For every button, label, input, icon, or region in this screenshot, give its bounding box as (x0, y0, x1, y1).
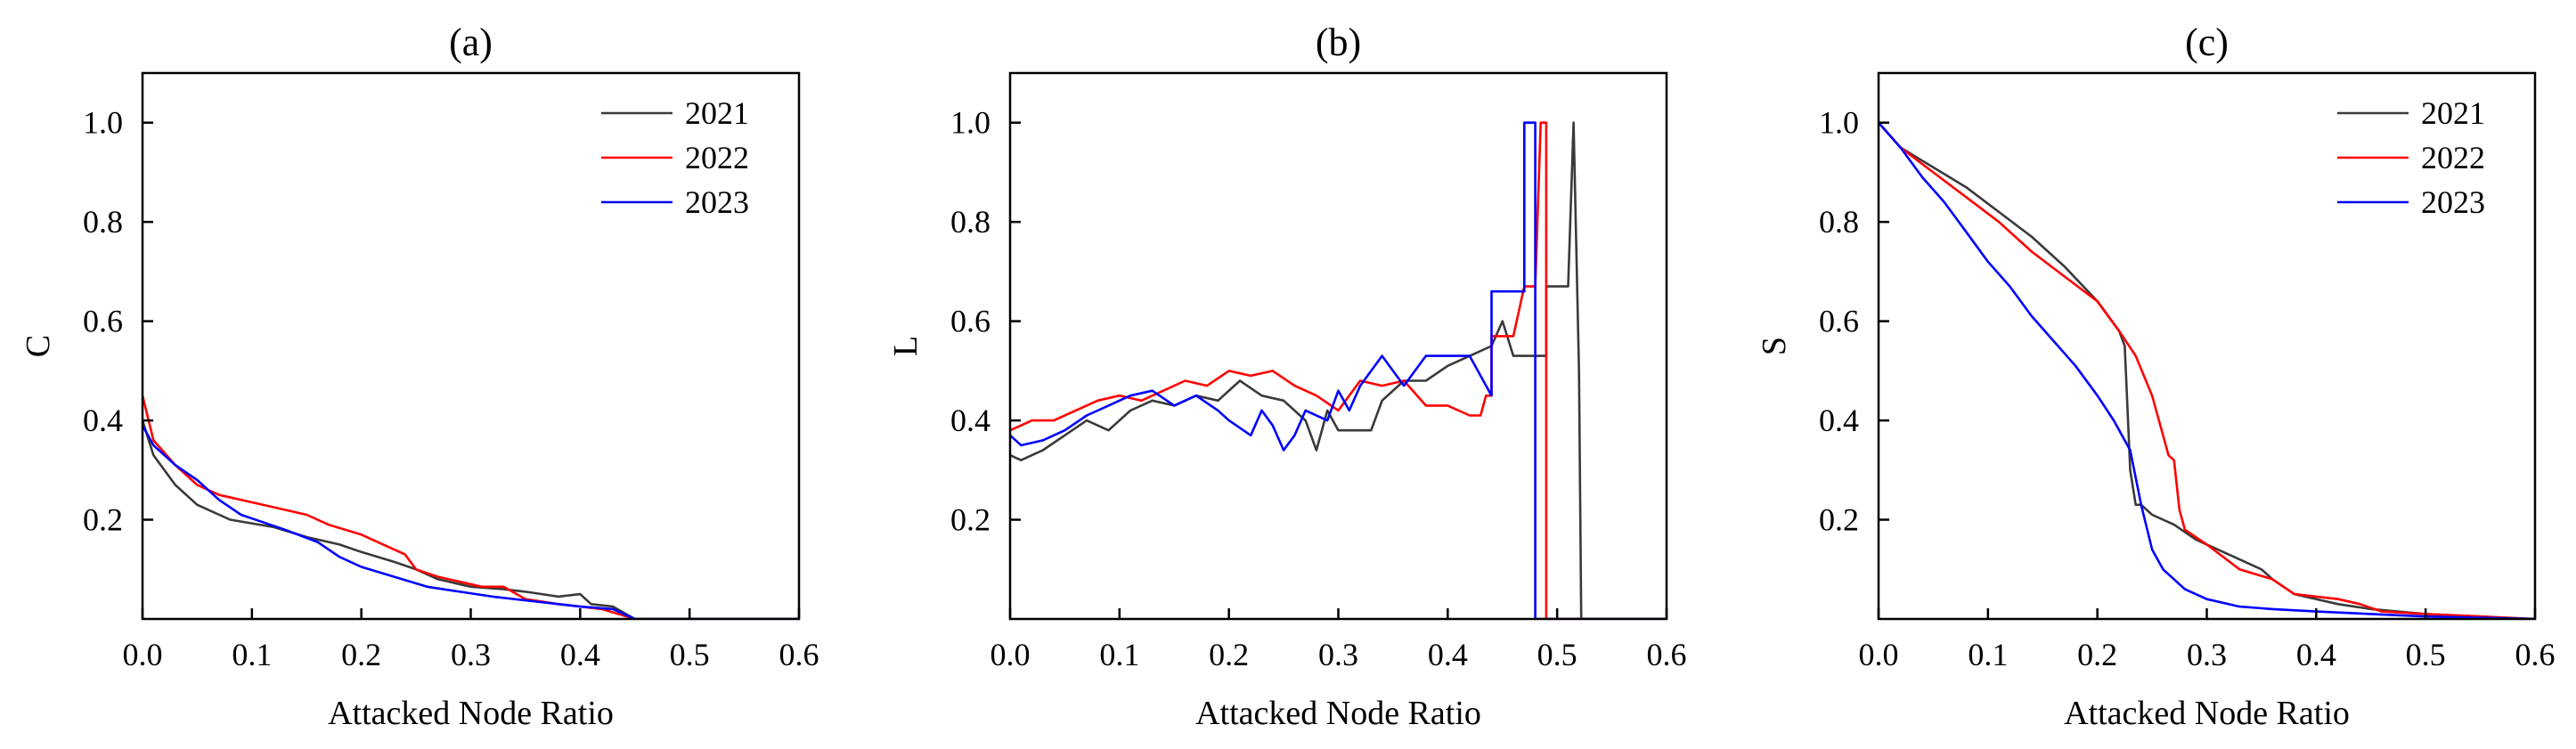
x-tick-label: 0.5 (2406, 637, 2446, 672)
series-line-2022 (1879, 121, 2535, 619)
y-axis-label: S (1756, 337, 1793, 355)
x-tick-label: 0.3 (1318, 637, 1358, 672)
series-line-2021 (143, 419, 799, 619)
panel-title: (b) (1316, 20, 1361, 64)
x-tick-label: 0.2 (2077, 637, 2117, 672)
x-tick-label: 0.5 (670, 637, 710, 672)
legend-label-2021: 2021 (2421, 95, 2485, 131)
legend-label-2021: 2021 (685, 95, 749, 131)
legend: 2021 2022 2023 (2337, 95, 2485, 220)
y-axis-label: L (887, 336, 925, 356)
x-tick-label: 0.2 (1209, 637, 1249, 672)
x-axis-label: Attacked Node Ratio (1195, 695, 1481, 732)
panel-title: (c) (2185, 20, 2229, 64)
panel-a: 0.0 0.1 0.2 0.3 0.4 0.5 0.6 0.2 0.4 0.6 0.8 1.0 (a) A… (20, 20, 819, 732)
series-group (1879, 121, 2535, 619)
series-line-2023 (143, 425, 799, 619)
series-line-2022 (1010, 121, 1667, 619)
y-tick-label: 0.2 (83, 502, 123, 538)
series-group (143, 395, 799, 619)
y-tick-label: 0.4 (950, 403, 990, 438)
y-tick-label: 0.6 (83, 304, 123, 339)
y-tick-label: 0.8 (1819, 204, 1859, 240)
plot-frame (1008, 71, 1668, 621)
series-group (1010, 121, 1667, 619)
x-tick-label: 0.1 (232, 637, 272, 672)
panel-b: 0.0 0.1 0.2 0.3 0.4 0.5 0.6 0.2 0.4 0.6 0.8 1.0 (b) A… (887, 20, 1687, 732)
y-axis-label: C (20, 335, 57, 357)
y-tick-label: 1.0 (1819, 105, 1859, 141)
legend-label-2023: 2023 (2421, 184, 2485, 220)
x-tick-label: 0.3 (2187, 637, 2227, 672)
x-tick-label: 0.4 (1428, 637, 1468, 672)
y-tick-label: 0.4 (83, 403, 123, 438)
y-tick-label: 0.6 (1819, 304, 1859, 339)
y-tick-label: 1.0 (950, 105, 990, 141)
y-tick-label: 0.2 (1819, 502, 1859, 538)
y-tick-label: 0.8 (950, 204, 990, 240)
series-line-2023 (1010, 121, 1667, 619)
y-tick-label: 1.0 (83, 105, 123, 141)
x-tick-label: 0.3 (451, 637, 491, 672)
series-line-2021 (1010, 121, 1667, 619)
y-tick-label: 0.2 (950, 502, 990, 538)
x-tick-label: 0.1 (1968, 637, 2008, 672)
panel-c: 0.0 0.1 0.2 0.3 0.4 0.5 0.6 0.2 0.4 0.6 0.8 1.0 (c) A… (1756, 20, 2556, 732)
x-tick-label: 0.6 (1647, 637, 1687, 672)
x-tick-label: 0.2 (341, 637, 381, 672)
y-tick-label: 0.8 (83, 204, 123, 240)
legend-label-2023: 2023 (685, 184, 749, 220)
series-line-2023 (1879, 121, 2535, 619)
x-tick-label: 0.5 (1537, 637, 1577, 672)
x-tick-label: 0.0 (123, 637, 163, 672)
x-tick-label: 0.6 (779, 637, 819, 672)
x-tick-label: 0.6 (2515, 637, 2556, 672)
x-axis-label: Attacked Node Ratio (2064, 695, 2350, 732)
x-tick-label: 0.0 (1859, 637, 1899, 672)
y-tick-label: 0.4 (1819, 403, 1859, 438)
legend: 2021 2022 2023 (601, 95, 749, 220)
legend-label-2022: 2022 (2421, 140, 2485, 175)
series-line-2022 (143, 395, 799, 619)
x-tick-label: 0.0 (990, 637, 1031, 672)
x-tick-label: 0.1 (1099, 637, 1139, 672)
panel-title: (a) (449, 20, 493, 64)
x-axis-label: Attacked Node Ratio (328, 695, 614, 732)
x-tick-label: 0.4 (2296, 637, 2336, 672)
legend-label-2022: 2022 (685, 140, 749, 175)
x-tick-label: 0.4 (560, 637, 600, 672)
y-tick-label: 0.6 (950, 304, 990, 339)
